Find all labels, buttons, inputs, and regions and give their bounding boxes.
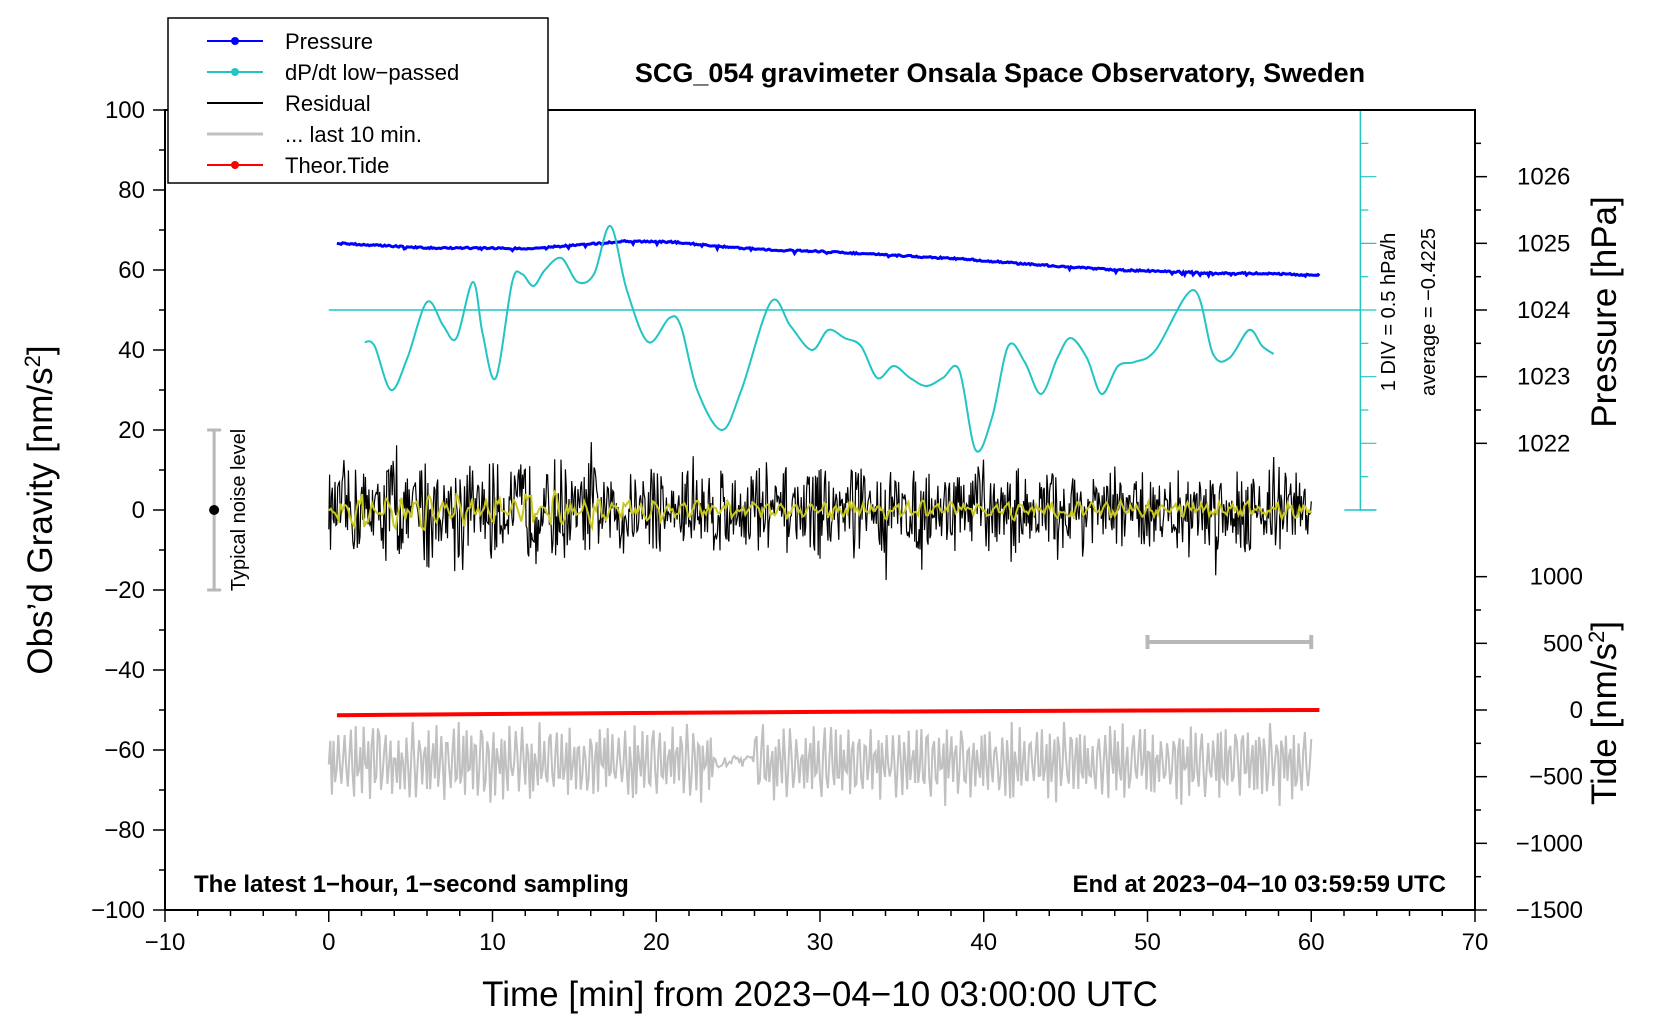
div-label: 1 DIV = 0.5 hPa/h [1378, 233, 1400, 391]
y-axis-label-left-tail: ] [21, 345, 60, 355]
legend-marker [231, 161, 239, 169]
pressure-tick-label: 1024 [1517, 297, 1570, 324]
pressure-tick-label: 1022 [1517, 430, 1570, 457]
y-tick-label: 20 [118, 417, 145, 444]
series-dpdt [364, 224, 1275, 453]
pressure-tick-label: 1026 [1517, 164, 1570, 191]
legend-box [167, 17, 549, 184]
noise-label: Typical noise level [228, 429, 250, 591]
y-tick-label: 80 [118, 177, 145, 204]
series-theor-tide [336, 708, 1320, 718]
y-tick-label: −20 [104, 577, 145, 604]
x-tick-label: −10 [145, 929, 186, 956]
x-tick-label: 40 [970, 929, 997, 956]
y-axis-label-tide: Tide [nm/s2] [1584, 621, 1624, 805]
data-layer [207, 109, 1377, 807]
y-tick-label: −60 [104, 737, 145, 764]
y-tick-label: −80 [104, 817, 145, 844]
y-tick-label: −100 [91, 897, 145, 924]
tide-tick-label: 1000 [1530, 564, 1583, 591]
y-axis-label-tide-tail: ] [1585, 621, 1624, 631]
end-time-note: End at 2023−04−10 03:59:59 UTC [1072, 871, 1446, 898]
legend-label: Theor.Tide [285, 153, 389, 178]
legend-marker [231, 37, 239, 45]
y-axis-label-tide-main: Tide [nm/s [1585, 643, 1624, 805]
y-tick-label: 100 [105, 97, 145, 124]
tide-tick-label: 500 [1543, 630, 1583, 657]
noise-level-dot [209, 505, 220, 515]
y-tick-label: 40 [118, 337, 145, 364]
chart-title: SCG_054 gravimeter Onsala Space Observat… [635, 58, 1365, 88]
legend-marker [231, 68, 239, 76]
legend-label: ... last 10 min. [285, 122, 422, 147]
x-tick-label: 70 [1462, 929, 1489, 956]
series-residual-lowpass [328, 489, 1313, 532]
x-tick-label: 20 [643, 929, 670, 956]
x-tick-label: 60 [1298, 929, 1325, 956]
pressure-tick-label: 1025 [1517, 230, 1570, 257]
pressure-tick-label: 1023 [1517, 364, 1570, 391]
y-tick-label: −40 [104, 657, 145, 684]
x-tick-label: 10 [479, 929, 506, 956]
tide-tick-label: −500 [1529, 764, 1583, 791]
series-residual [328, 442, 1312, 581]
axis-layer: −10 0 10 20 30 40 50 60 70100806040200−20−40−60−… [91, 97, 1583, 956]
y-axis-label-tide-sup: 2 [1584, 631, 1609, 643]
legend-label: Residual [285, 91, 371, 116]
legend-label: dP/dt low−passed [285, 60, 459, 85]
series-pressure [336, 238, 1321, 280]
y-axis-label-left-sup: 2 [20, 355, 45, 367]
legend: Pressure dP/dt low−passed Residual ... last… [167, 17, 549, 184]
x-tick-label: 30 [807, 929, 834, 956]
y-axis-label-left: Obs’d Gravity [nm/s2] [20, 345, 60, 674]
tide-tick-label: −1000 [1516, 830, 1583, 857]
x-axis-label: Time [min] from 2023−04−10 03:00:00 UTC [482, 975, 1158, 1014]
average-label: average = −0.4225 [1418, 228, 1440, 396]
legend-label: Pressure [285, 29, 373, 54]
sampling-note: The latest 1−hour, 1−second sampling [194, 871, 629, 898]
series-last-10-min [327, 721, 1313, 807]
y-axis-label-left-main: Obs’d Gravity [nm/s [21, 367, 60, 674]
x-tick-label: 50 [1134, 929, 1161, 956]
x-tick-label: 0 [322, 929, 335, 956]
tide-tick-label: −1500 [1516, 897, 1583, 924]
y-axis-label-pressure: Pressure [hPa] [1585, 196, 1624, 428]
tide-tick-label: 0 [1570, 697, 1583, 724]
y-tick-label: 60 [118, 257, 145, 284]
y-tick-label: 0 [132, 497, 145, 524]
